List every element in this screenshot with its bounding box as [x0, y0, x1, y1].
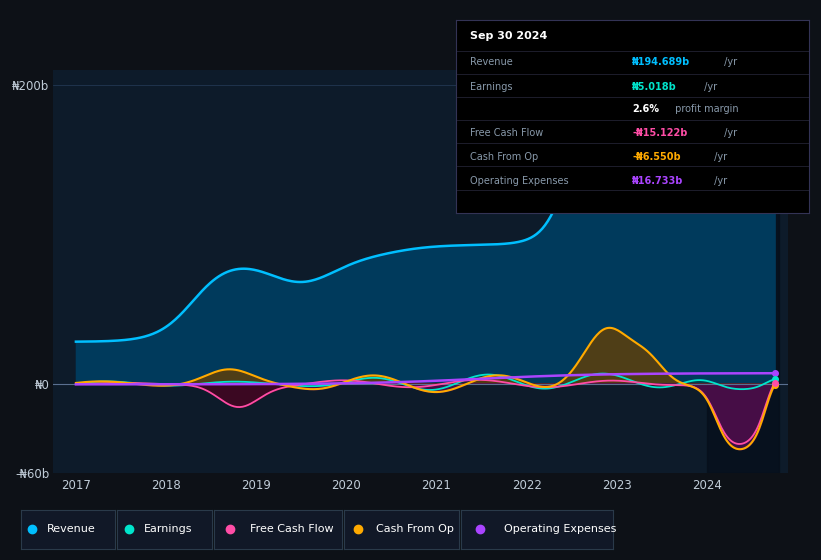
Text: ₦194.689b: ₦194.689b: [632, 57, 690, 67]
Text: Cash From Op: Cash From Op: [376, 524, 454, 534]
Bar: [707, 70, 779, 473]
Text: /yr: /yr: [711, 152, 727, 162]
Text: /yr: /yr: [711, 176, 727, 186]
Text: Operating Expenses: Operating Expenses: [470, 176, 568, 186]
Text: -₦6.550b: -₦6.550b: [632, 152, 681, 162]
Text: Revenue: Revenue: [470, 57, 512, 67]
Text: Revenue: Revenue: [47, 524, 96, 534]
Text: /yr: /yr: [701, 82, 718, 92]
Text: Earnings: Earnings: [470, 82, 512, 92]
Text: ₦16.733b: ₦16.733b: [632, 176, 684, 186]
Text: profit margin: profit margin: [672, 104, 738, 114]
Text: /yr: /yr: [721, 128, 737, 138]
Text: -₦15.122b: -₦15.122b: [632, 128, 687, 138]
Text: 2.6%: 2.6%: [632, 104, 659, 114]
Text: /yr: /yr: [721, 57, 737, 67]
Text: Operating Expenses: Operating Expenses: [504, 524, 617, 534]
Text: ₦5.018b: ₦5.018b: [632, 82, 677, 92]
Text: Cash From Op: Cash From Op: [470, 152, 538, 162]
Text: Free Cash Flow: Free Cash Flow: [470, 128, 543, 138]
Text: Sep 30 2024: Sep 30 2024: [470, 31, 547, 41]
Text: Free Cash Flow: Free Cash Flow: [250, 524, 333, 534]
Text: Earnings: Earnings: [144, 524, 192, 534]
